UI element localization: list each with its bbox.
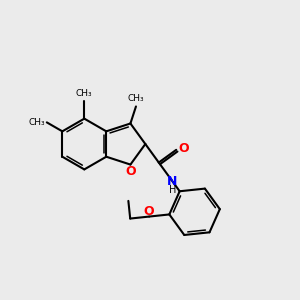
Text: H: H: [169, 184, 176, 194]
Text: N: N: [167, 175, 178, 188]
Text: CH₃: CH₃: [128, 94, 144, 103]
Text: O: O: [178, 142, 189, 155]
Text: O: O: [125, 165, 136, 178]
Text: CH₃: CH₃: [76, 89, 93, 98]
Text: O: O: [144, 205, 154, 218]
Text: CH₃: CH₃: [29, 118, 45, 127]
